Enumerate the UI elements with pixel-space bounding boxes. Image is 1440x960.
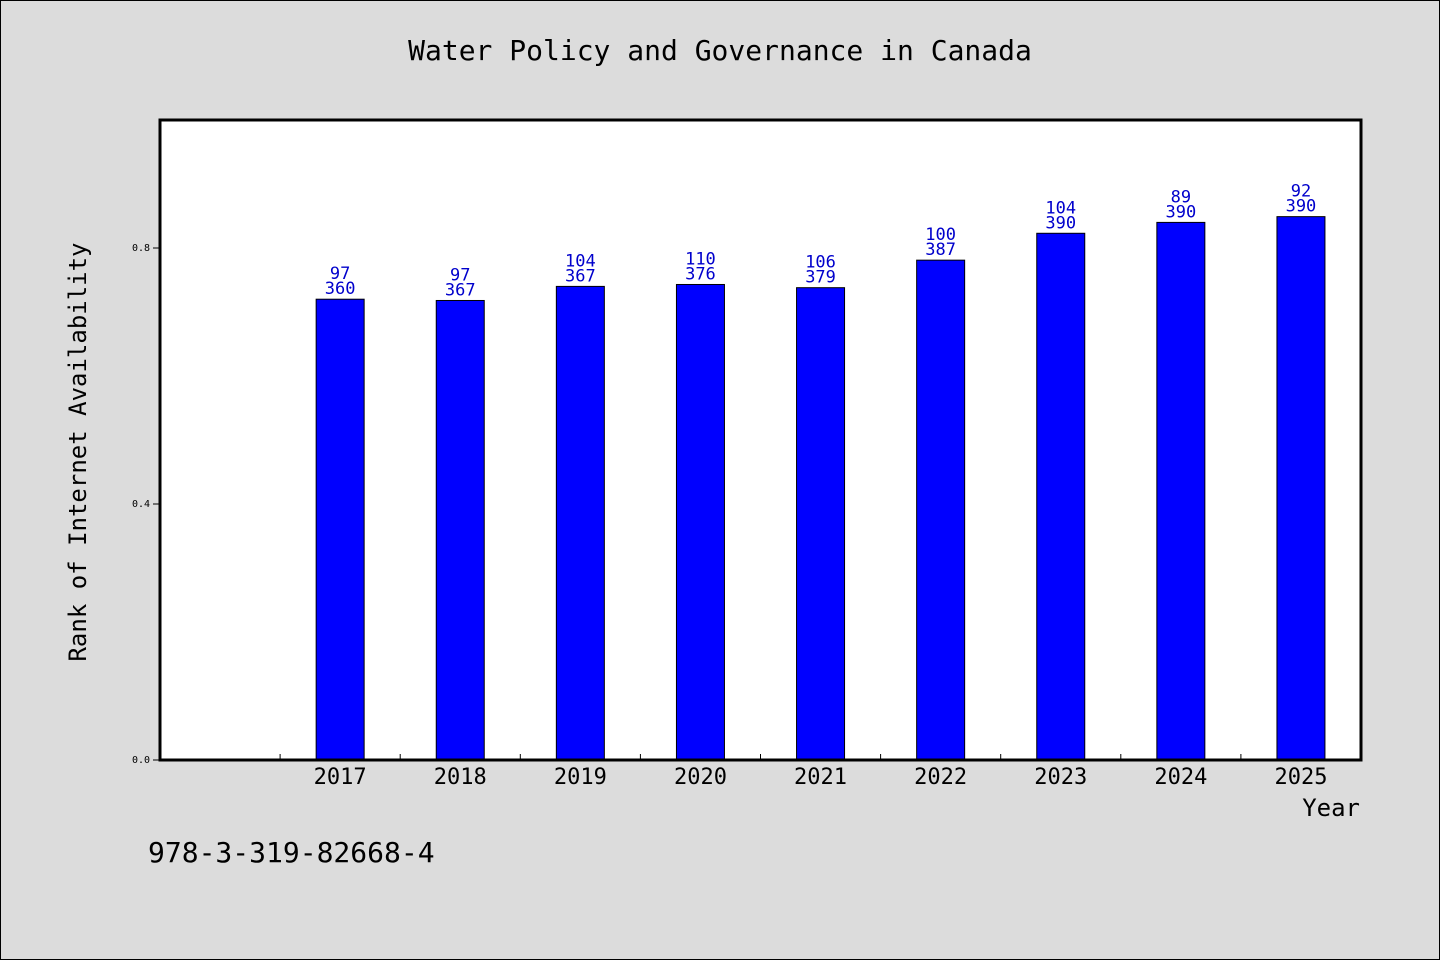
bar-value-label: 104 [1045, 198, 1076, 218]
bar-value-label: 106 [805, 253, 836, 273]
bar [916, 259, 966, 761]
y-tick-label: 0.0 [132, 755, 150, 766]
x-tick-label: 2025 [1274, 765, 1327, 790]
x-tick-label: 2020 [674, 765, 727, 790]
x-tick-label: 2017 [314, 765, 367, 790]
bar [675, 283, 725, 761]
bar-value-label: 100 [925, 225, 956, 245]
bar-value-label: 390 [1286, 197, 1317, 217]
x-tick-label: 2022 [914, 765, 967, 790]
bar [1156, 221, 1206, 761]
bar-value-label: 97 [450, 265, 470, 285]
bar-value-label: 390 [1045, 213, 1076, 233]
x-tick-label: 2024 [1154, 765, 1207, 790]
isbn-code: 978-3-319-82668-4 [148, 836, 435, 869]
bar [555, 285, 605, 761]
bar-value-label: 367 [565, 266, 596, 286]
x-tick-label: 2018 [434, 765, 487, 790]
y-tick-label: 0.8 [132, 243, 150, 254]
bar-value-label: 367 [445, 280, 476, 300]
bar-value-label: 360 [325, 279, 356, 299]
bar-value-label: 110 [685, 249, 716, 269]
bar-value-label: 379 [805, 268, 836, 288]
bar-value-label: 89 [1171, 187, 1191, 207]
bar-value-label: 376 [685, 264, 716, 284]
bar-value-label: 97 [330, 264, 350, 284]
bar [1276, 216, 1326, 761]
bar-value-label: 387 [925, 240, 956, 260]
x-axis-label: Year [1302, 794, 1360, 822]
bar [435, 299, 485, 761]
bar-value-label: 390 [1165, 202, 1196, 222]
bar [1036, 232, 1086, 761]
x-tick-label: 2023 [1034, 765, 1087, 790]
x-tick-label: 2021 [794, 765, 847, 790]
chart-title: Water Policy and Governance in Canada [408, 34, 1032, 67]
y-tick-label: 0.4 [132, 499, 150, 510]
x-tick-label: 2019 [554, 765, 607, 790]
bar-value-label: 92 [1291, 182, 1311, 202]
bar [315, 298, 365, 761]
bar [796, 287, 846, 761]
bar-value-label: 104 [565, 251, 596, 271]
plot-frame [158, 118, 1363, 762]
